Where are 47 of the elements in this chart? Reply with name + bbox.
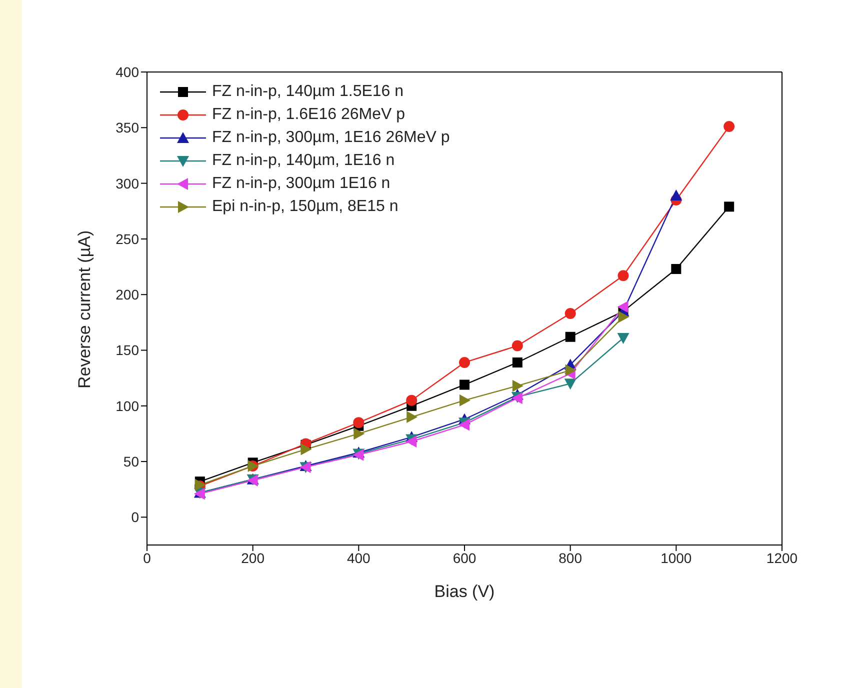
- point: [724, 202, 734, 212]
- point: [460, 394, 470, 406]
- y-tick-label: 100: [116, 398, 140, 414]
- point: [300, 443, 312, 456]
- point: [564, 308, 576, 320]
- y-tick-label: 400: [116, 64, 140, 80]
- point: [406, 411, 418, 424]
- y-tick-label: 0: [131, 509, 140, 526]
- point: [354, 428, 365, 440]
- point: [406, 394, 418, 406]
- y-tick-label: 250: [116, 230, 140, 247]
- y-tick-label: 350: [116, 120, 140, 136]
- point: [617, 300, 628, 313]
- point: [512, 357, 522, 368]
- y-tick-label: 50: [123, 454, 140, 470]
- point: [459, 356, 470, 368]
- legend-label: FZ n-in-p, 300µm, 1E16 26MeV p: [212, 128, 450, 146]
- x-tick-label: 400: [346, 550, 371, 566]
- point: [512, 380, 524, 392]
- x-tick-label: 800: [558, 550, 582, 566]
- point: [618, 270, 629, 282]
- x-tick-label: 0: [143, 550, 152, 566]
- point: [724, 121, 735, 132]
- y-tick-label: 300: [116, 175, 140, 192]
- x-tick-label: 1000: [660, 550, 692, 566]
- x-tick-label: 600: [452, 550, 476, 566]
- point: [671, 264, 682, 274]
- point: [565, 364, 576, 376]
- legend-label: FZ n-in-p, 140µm 1.5E16 n: [212, 82, 404, 100]
- x-tick-label: 1200: [766, 550, 798, 566]
- legend-label: FZ n-in-p, 1.6E16 26MeV p: [212, 106, 405, 124]
- point: [512, 340, 523, 352]
- x-tick-label: 200: [241, 550, 265, 566]
- point: [564, 378, 576, 390]
- x-axis-title: Bias (V): [434, 582, 495, 601]
- legend-label: Epi n-in-p, 150µm, 8E15 n: [212, 198, 398, 216]
- point: [618, 310, 630, 323]
- point: [460, 380, 470, 390]
- legend-label: FZ n-in-p, 140µm, 1E16 n: [212, 152, 395, 170]
- point: [565, 332, 576, 342]
- y-tick-label: 150: [116, 342, 140, 358]
- point: [670, 190, 682, 201]
- y-tick-label: 200: [116, 286, 140, 303]
- y-axis-title: Reverse current (µA): [75, 230, 94, 388]
- legend-label: FZ n-in-p, 300µm 1E16 n: [212, 174, 390, 192]
- point: [617, 332, 630, 344]
- point: [353, 417, 364, 428]
